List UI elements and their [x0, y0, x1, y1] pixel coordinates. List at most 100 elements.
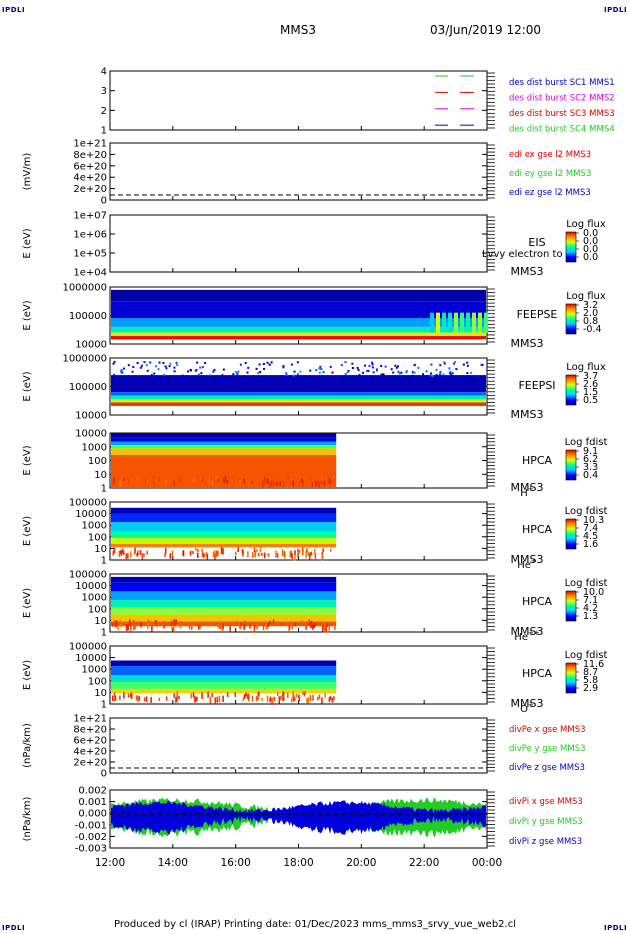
hpca_hepp-speckle	[140, 621, 142, 628]
hpca_hepp-speckle	[147, 619, 150, 624]
edi-ytick-label: 6e+20	[73, 161, 107, 172]
feepsi-speckle	[318, 371, 321, 374]
hpca_hepp-speckle	[238, 622, 241, 629]
hpca_he-speckle	[214, 554, 216, 560]
hpca_he-speckle	[171, 550, 174, 556]
feepsi-speckle	[454, 361, 457, 364]
hpca_o-speckle	[113, 692, 116, 697]
hpca_h-speckle	[145, 478, 147, 485]
hpca_h-speckle	[290, 481, 292, 485]
hpca_he-speckle	[302, 548, 304, 556]
feepsi-speckle	[123, 367, 126, 370]
feepse-patch	[436, 312, 440, 333]
hpca_he-speckle	[143, 553, 145, 558]
burst-ytick-label: 4	[101, 67, 107, 78]
hpca_hepp-band	[111, 591, 337, 601]
hpca_hepp-speckle	[328, 626, 330, 633]
hpca_he-speckle	[212, 552, 215, 558]
hpca_o-speckle	[261, 697, 263, 702]
hpca_h-speckle	[147, 478, 149, 485]
divpi-z-series	[111, 800, 486, 835]
hpca_o-speckle	[271, 697, 274, 704]
hpca_hepp-speckle	[229, 625, 231, 632]
hpca_h-speckle	[285, 481, 288, 485]
feepsi-speckle	[390, 368, 393, 371]
hpca_he-colorbar-tick-3: 1.6	[583, 539, 598, 550]
hpca_o-band	[111, 675, 337, 682]
xaxis-tick-label: 00:00	[472, 857, 502, 869]
feepsi-speckle	[155, 365, 158, 368]
footer-credit: Produced by cl (IRAP) Printing date: 01/…	[114, 919, 516, 930]
hpca_h-speckle	[329, 480, 332, 485]
hpca_hepp-speckle	[305, 625, 307, 631]
feepsi-speckle	[293, 370, 296, 373]
hpca_o-speckle	[287, 692, 289, 699]
hpca_h-speckle	[272, 480, 275, 487]
hpca_o-band	[111, 666, 337, 675]
hpca_h-speckle	[275, 481, 278, 486]
hpca_h-speckle	[250, 480, 253, 484]
feepse-colorbar-tick-1: 2.0	[583, 308, 598, 319]
hpca_h-band	[111, 441, 337, 446]
feepsi-speckle	[331, 371, 334, 374]
hpca_h-speckle	[201, 476, 204, 481]
hpca_hepp-speckle	[115, 624, 117, 628]
hpca_o-speckle	[176, 691, 179, 698]
divpi-ytick-label: 0.001	[78, 797, 107, 808]
feepsi-ylabel: E (eV)	[22, 371, 33, 401]
feepse-patch	[430, 312, 434, 333]
feepsi-speckle	[168, 365, 171, 368]
hpca_he-speckle	[308, 552, 311, 560]
hpca_he-speckle	[306, 548, 308, 553]
feepse-band	[111, 289, 486, 302]
feepsi-speckle	[356, 366, 359, 369]
hpca_h-colorbar-tick-0: 9.1	[583, 446, 598, 457]
hpca_h-speckle	[268, 482, 271, 489]
feepsi-spacecraft-label: MMS3	[511, 408, 544, 421]
feepsi-speckle	[143, 360, 146, 363]
hpca_he-speckle	[297, 553, 299, 559]
feepsi-speckle	[462, 363, 465, 366]
burst-legend-1: des dist burst SC2 MMS2	[509, 94, 615, 104]
feepsi-speckle	[481, 363, 484, 366]
edi-ylabel: (mV/m)	[22, 153, 33, 191]
feepsi-speckle	[439, 370, 442, 373]
feepsi-speckle	[164, 365, 167, 368]
feepsi-colorbar-tick-2: 1.5	[583, 387, 598, 398]
hpca_h-band	[111, 445, 337, 449]
hpca_o-speckle	[279, 695, 281, 700]
feepse-patch	[466, 312, 470, 333]
hpca_o-speckle	[214, 697, 217, 704]
hpca_o-speckle	[178, 695, 180, 700]
feepsi-speckle	[268, 363, 271, 366]
hpca_hepp-colorbar-tick-1: 7.1	[583, 595, 598, 606]
hpca_hepp-speckle	[112, 622, 114, 627]
feepsi-speckle	[380, 364, 383, 367]
hpca_hepp-speckle	[176, 620, 179, 627]
hpca_he-speckle	[113, 547, 115, 554]
feepsi-speckle	[375, 369, 378, 372]
hpca_o-ytick-label: 1	[101, 700, 107, 711]
eis-ytick-label: 1e+07	[73, 211, 107, 222]
hpca_h-colorbar-title: Log fdist	[565, 437, 608, 448]
hpca_o-speckle	[196, 697, 198, 702]
hpca_he-ytick-label: 10000	[75, 509, 107, 520]
eis-colorbar-tick-2: 0.0	[583, 244, 598, 255]
feepsi-speckle	[282, 366, 285, 369]
hpca_h-speckle	[333, 479, 335, 483]
hpca_o-speckle	[318, 694, 321, 700]
hpca_hepp-speckle	[132, 620, 135, 624]
hpca_h-speckle	[320, 476, 323, 481]
feepsi-ytick-label: 100000	[69, 382, 107, 393]
edi-ytick-label: 4e+20	[73, 173, 107, 184]
hpca_o-speckle	[127, 693, 130, 698]
feepse-spacecraft-label: MMS3	[511, 337, 544, 350]
feepse-patch	[460, 312, 464, 333]
hpca_hepp-speckle	[127, 624, 130, 631]
feepsi-colorbar-tick-3: 0.5	[583, 395, 598, 406]
hpca_hepp-speckle	[120, 622, 123, 628]
hpca_o-speckle	[114, 695, 117, 701]
feepse-patch	[442, 312, 446, 333]
hpca_he-speckle	[202, 553, 205, 558]
feepsi-speckle	[262, 367, 265, 370]
